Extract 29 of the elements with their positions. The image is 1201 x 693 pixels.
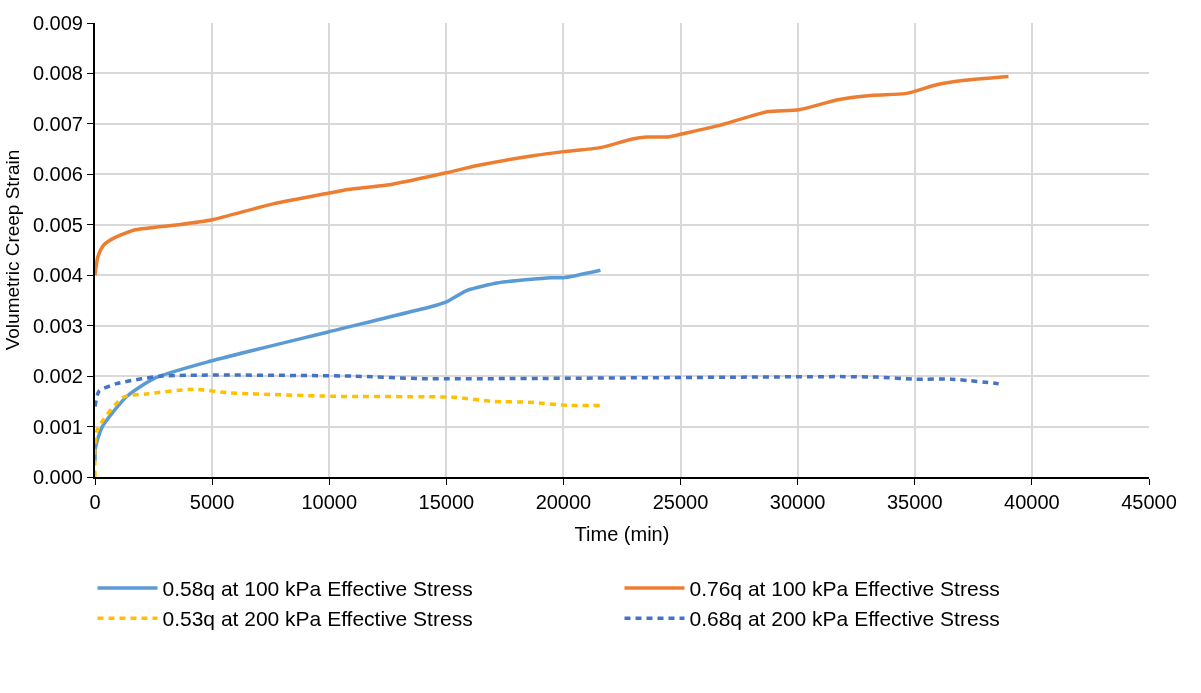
x-axis-title: Time (min) xyxy=(574,523,670,545)
legend-label: 0.76q at 100 kPa Effective Stress xyxy=(689,577,1000,601)
legend-label: 0.53q at 200 kPa Effective Stress xyxy=(162,607,473,631)
y-tick-label: 0.005 xyxy=(32,213,83,236)
legend-label: 0.58q at 100 kPa Effective Stress xyxy=(162,577,473,601)
x-tick-label: 0 xyxy=(89,491,101,513)
line-series xyxy=(95,74,1011,277)
x-tick-label: 40000 xyxy=(1004,491,1060,513)
x-tick-label: 30000 xyxy=(769,491,826,513)
x-tick-label: 35000 xyxy=(886,491,943,513)
x-tick-label: 15000 xyxy=(418,491,475,513)
x-tick-label: 25000 xyxy=(652,491,709,513)
x-tick-label: 5000 xyxy=(189,491,235,513)
x-tick-label: 10000 xyxy=(301,491,358,513)
x-tick-label: 45000 xyxy=(1121,491,1177,513)
y-tick-label: 0.004 xyxy=(32,264,83,287)
y-tick-label: 0.002 xyxy=(32,365,83,388)
y-tick-label: 0.008 xyxy=(32,62,83,85)
y-tick-label: 0.009 xyxy=(32,12,83,34)
y-tick-label: 0.006 xyxy=(32,163,83,186)
y-axis-title: Volumetric Creep Strain xyxy=(2,149,24,351)
y-tick-label: 0.007 xyxy=(32,112,83,135)
line-series xyxy=(95,373,1001,409)
y-tick-label: 0.000 xyxy=(32,466,83,488)
y-tick-label: 0.003 xyxy=(32,314,83,337)
x-tick-label: 20000 xyxy=(535,491,592,513)
legend-label: 0.68q at 200 kPa Effective Stress xyxy=(689,607,1000,631)
line-series xyxy=(95,387,603,477)
y-tick-label: 0.001 xyxy=(32,415,83,438)
